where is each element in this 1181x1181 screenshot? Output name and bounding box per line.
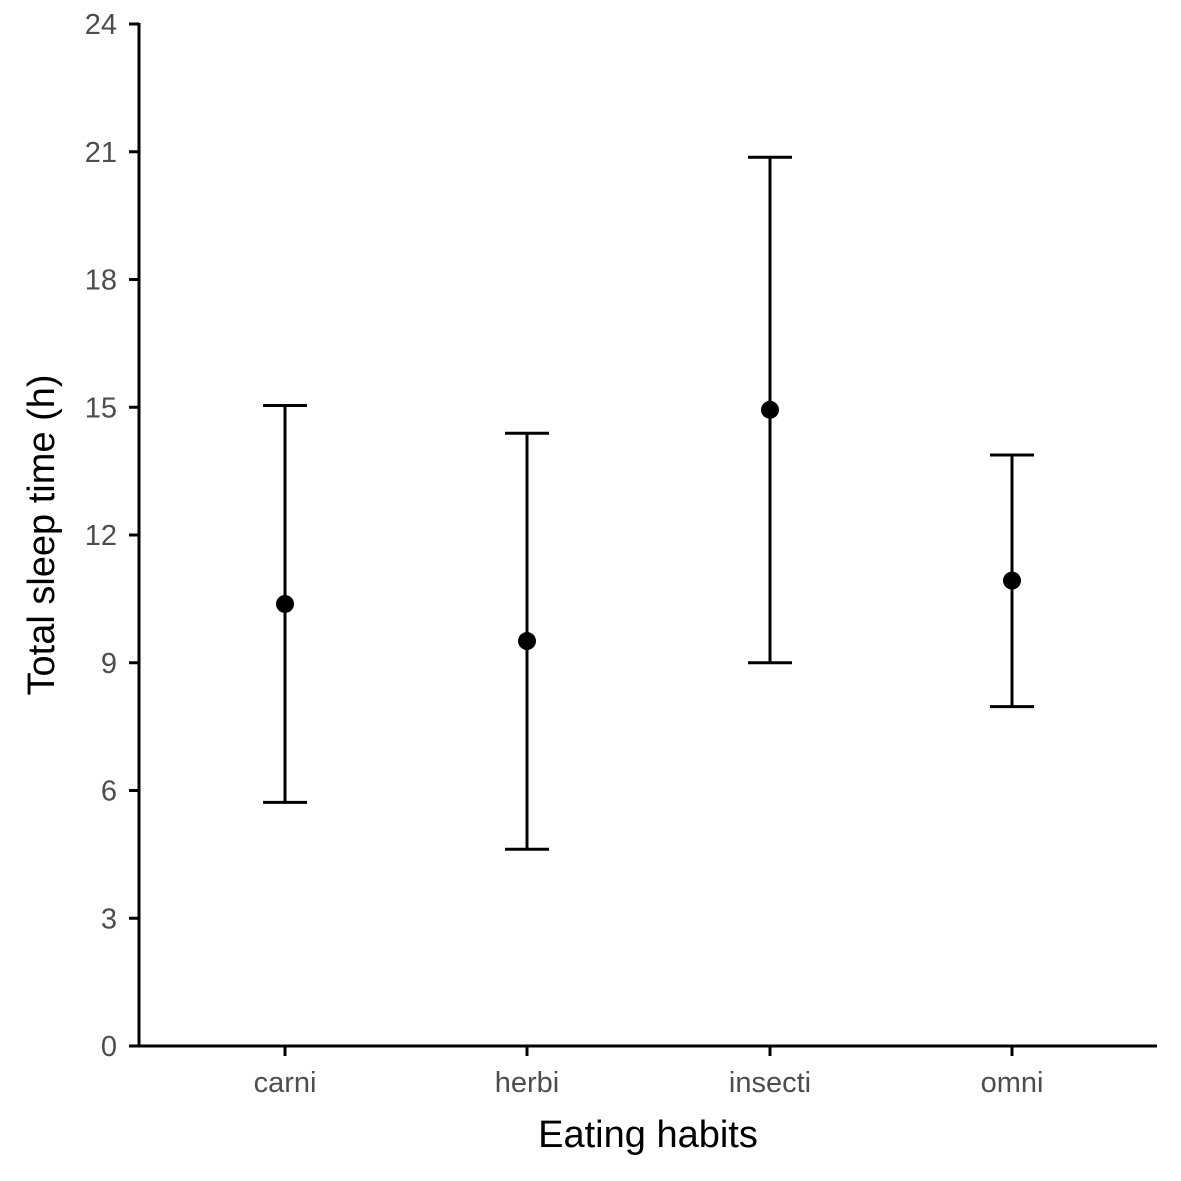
y-axis: 0 3 6 9 12 15 18 21 24 xyxy=(85,9,141,1063)
plot-marks xyxy=(263,155,1034,851)
x-tick-label: omni xyxy=(981,1067,1044,1099)
x-axis-title: Eating habits xyxy=(538,1114,758,1156)
y-tick-label: 12 xyxy=(85,520,117,552)
y-tick-label: 0 xyxy=(101,1031,117,1063)
x-tick-label: carni xyxy=(254,1067,317,1099)
x-axis: carni herbi insecti omni xyxy=(137,1044,1157,1099)
y-axis-title: Total sleep time (h) xyxy=(21,374,63,695)
y-tick-label: 3 xyxy=(101,903,117,935)
y-tick-label: 9 xyxy=(101,648,117,680)
y-tick-label: 6 xyxy=(101,776,117,808)
y-tick-label: 24 xyxy=(85,9,117,41)
x-tick-label: insecti xyxy=(729,1067,811,1099)
point-omni xyxy=(1003,571,1021,590)
point-carni xyxy=(276,594,294,613)
x-tick-label: herbi xyxy=(495,1067,560,1099)
y-tick-label: 15 xyxy=(85,392,117,424)
point-herbi xyxy=(518,632,536,651)
y-tick-label: 21 xyxy=(85,137,117,169)
y-tick-label: 18 xyxy=(85,265,117,297)
point-insecti xyxy=(761,400,779,419)
